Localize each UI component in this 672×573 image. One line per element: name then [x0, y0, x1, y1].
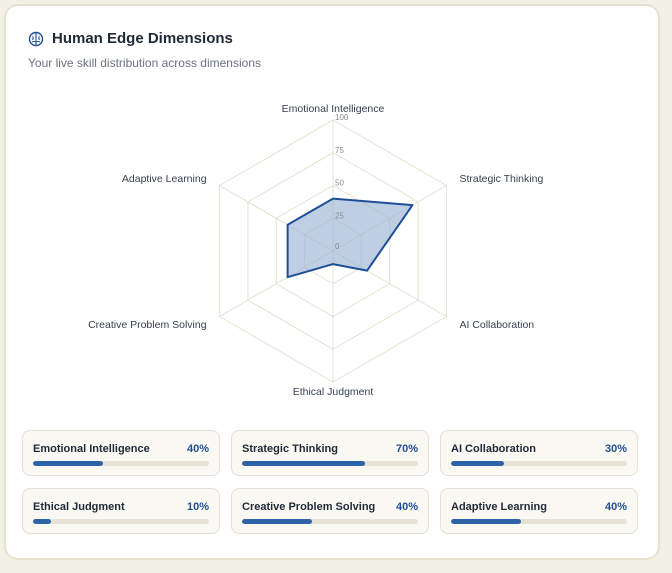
radar-axis-label: Creative Problem Solving	[88, 319, 207, 331]
metric-card: Strategic Thinking 70%	[231, 430, 429, 476]
radar-scale-tick: 25	[335, 211, 344, 220]
metric-progress-track	[33, 461, 209, 466]
metric-label: Emotional Intelligence	[33, 443, 150, 455]
metric-progress-fill	[242, 461, 366, 466]
metric-value: 70%	[395, 443, 418, 455]
metric-label: Adaptive Learning	[451, 501, 547, 513]
metric-label: Creative Problem Solving	[242, 501, 376, 513]
metric-value: 40%	[395, 501, 418, 513]
radar-scale-tick: 100	[335, 113, 349, 122]
metric-value: 40%	[186, 443, 209, 455]
metric-progress-track	[242, 461, 418, 466]
metric-card: Ethical Judgment 10%	[22, 488, 220, 534]
card-subtitle: Your live skill distribution across dime…	[28, 56, 261, 70]
metric-progress-track	[33, 519, 209, 524]
metric-card: Emotional Intelligence 40%	[22, 430, 220, 476]
metric-card: Creative Problem Solving 40%	[231, 488, 429, 534]
metric-progress-fill	[33, 461, 104, 466]
radar-scale-tick: 0	[335, 242, 340, 251]
metric-progress-fill	[451, 461, 504, 466]
metric-label: Strategic Thinking	[242, 443, 338, 455]
radar-scale-tick: 75	[335, 146, 344, 155]
metric-card: Adaptive Learning 40%	[440, 488, 638, 534]
brain-icon	[28, 31, 44, 46]
metric-progress-track	[451, 519, 627, 524]
card-header: Human Edge Dimensions	[28, 30, 233, 47]
radar-data-area	[286, 197, 414, 279]
metric-label: AI Collaboration	[451, 443, 536, 455]
metric-card: AI Collaboration 30%	[440, 430, 638, 476]
metric-progress-track	[451, 461, 627, 466]
metric-label: Ethical Judgment	[33, 501, 125, 513]
metric-progress-fill	[242, 519, 313, 524]
metric-progress-track	[242, 519, 418, 524]
radar-axis-label: Adaptive Learning	[122, 173, 207, 185]
radar-axis-label: Ethical Judgment	[293, 386, 374, 398]
radar-scale-tick: 50	[335, 179, 344, 188]
radar-axis-label: Strategic Thinking	[459, 173, 543, 185]
metric-value: 40%	[604, 501, 627, 513]
metric-value: 30%	[604, 443, 627, 455]
metric-progress-fill	[451, 519, 522, 524]
metric-value: 10%	[186, 501, 209, 513]
card-title: Human Edge Dimensions	[52, 30, 233, 47]
metric-progress-fill	[33, 519, 51, 524]
radar-axis-label: Emotional Intelligence	[282, 103, 385, 115]
radar-axis-label: AI Collaboration	[459, 319, 534, 331]
